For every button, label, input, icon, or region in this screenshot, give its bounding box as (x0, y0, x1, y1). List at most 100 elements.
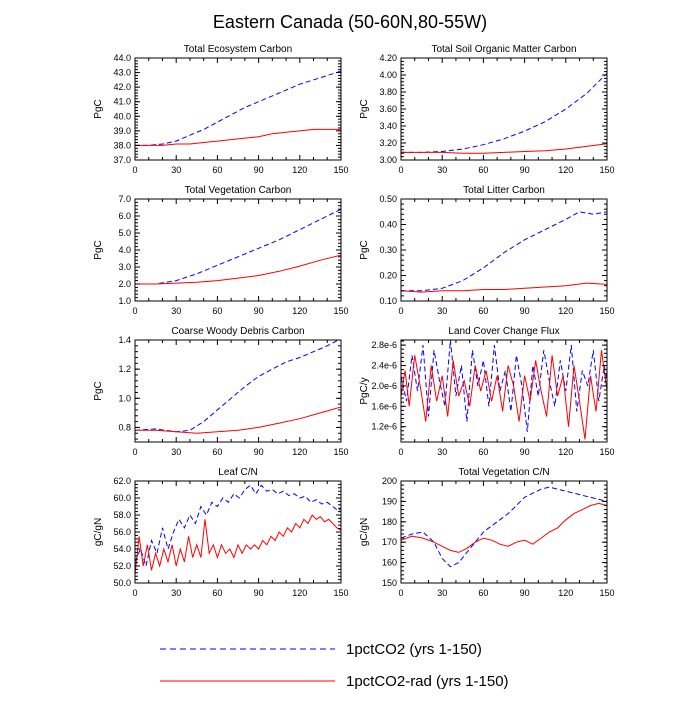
y-axis-label: PgC (93, 99, 104, 118)
series-line-1pctco2-yrs-1-150 (135, 484, 341, 568)
y-tick-label: 0.40 (379, 220, 397, 230)
series-line-1pctco2-yrs-1-150 (401, 486, 607, 568)
y-tick-label: 41.0 (113, 97, 131, 107)
x-tick-label: 30 (437, 306, 447, 316)
y-tick-label: 200 (382, 476, 397, 486)
series-line-1pctco2-yrs-1-150 (135, 70, 341, 146)
x-tick-label: 0 (132, 306, 137, 316)
y-tick-label: 1.2e-6 (371, 422, 397, 432)
panel-title: Total Vegetation C/N (458, 467, 549, 478)
x-tick-label: 150 (599, 447, 614, 457)
x-tick-label: 60 (212, 306, 222, 316)
x-tick-label: 0 (398, 165, 403, 175)
panel-total-litter-carbon: Total Litter Carbon PgC 0 30 60 90 120 150 0.10 0… (359, 185, 615, 316)
y-tick-label: 2.0 (118, 279, 131, 289)
x-tick-label: 90 (520, 306, 530, 316)
x-tick-label: 0 (132, 165, 137, 175)
series-line-1pctco2-yrs-1-150 (401, 211, 607, 292)
plot-frame (400, 480, 608, 584)
series-group (135, 208, 341, 285)
x-tick-label: 60 (478, 306, 488, 316)
y-tick-label: 3.40 (379, 121, 397, 131)
legend-label-1pctco2-rad: 1pctCO2-rad (yrs 1-150) (346, 673, 509, 690)
x-tick-label: 90 (254, 165, 264, 175)
x-tick-label: 90 (520, 165, 530, 175)
y-tick-label: 42.0 (113, 82, 131, 92)
x-tick-label: 30 (171, 447, 181, 457)
x-tick-label: 0 (132, 588, 137, 598)
panel-total-vegetation-carbon: Total Vegetation Carbon PgC 0 30 60 90 120 150 1… (93, 185, 349, 316)
series-group (401, 486, 607, 568)
y-tick-label: 43.0 (113, 68, 131, 78)
plot-frame (134, 57, 342, 161)
series-group (401, 72, 607, 154)
plot-frame (134, 339, 342, 443)
y-tick-label: 5.0 (118, 228, 131, 238)
panel-title: Coarse Woody Debris Carbon (171, 326, 304, 337)
x-tick-label: 0 (398, 306, 403, 316)
y-tick-label: 0.20 (379, 271, 397, 281)
panel-title: Land Cover Change Flux (448, 326, 559, 337)
x-tick-label: 60 (478, 165, 488, 175)
x-tick-label: 120 (558, 306, 573, 316)
series-group (401, 340, 607, 440)
panel-land-cover-change-flux: Land Cover Change Flux PgC/y 0 30 60 90 120 150… (359, 326, 615, 457)
series-line-1pctco2-rad-yrs-1-150 (401, 350, 607, 440)
panel-total-ecosystem-carbon: Total Ecosystem Carbon PgC 0 30 60 90 120 150 37… (93, 44, 349, 175)
y-tick-label: 3.80 (379, 87, 397, 97)
series-line-1pctco2-rad-yrs-1-150 (135, 406, 341, 434)
y-axis-label: PgC (359, 99, 370, 118)
x-tick-label: 30 (171, 165, 181, 175)
y-axis-label: gC/gN (93, 518, 104, 546)
y-tick-label: 1.4 (118, 335, 131, 345)
x-tick-label: 30 (437, 588, 447, 598)
panel-title: Total Vegetation Carbon (185, 185, 292, 196)
panel-title: Leaf C/N (218, 467, 257, 478)
y-tick-label: 2.0e-6 (371, 381, 397, 391)
series-line-1pctco2-rad-yrs-1-150 (135, 128, 341, 146)
y-tick-label: 60.0 (113, 493, 131, 503)
y-tick-label: 3.60 (379, 104, 397, 114)
y-tick-label: 1.6e-6 (371, 401, 397, 411)
y-tick-label: 38.0 (113, 140, 131, 150)
y-tick-label: 56.0 (113, 527, 131, 537)
series-line-1pctco2-yrs-1-150 (401, 340, 607, 432)
y-tick-label: 170 (382, 537, 397, 547)
y-tick-label: 50.0 (113, 578, 131, 588)
panel-leaf-c-n: Leaf C/N gC/gN 0 30 60 90 120 150 50.0 52.0 54.0 56… (93, 467, 349, 598)
x-tick-label: 30 (437, 447, 447, 457)
x-tick-label: 60 (212, 165, 222, 175)
y-tick-label: 190 (382, 496, 397, 506)
plot-frame (400, 339, 608, 443)
y-tick-label: 40.0 (113, 111, 131, 121)
plot-frame (400, 198, 608, 302)
x-tick-label: 120 (558, 588, 573, 598)
y-tick-label: 160 (382, 558, 397, 568)
y-tick-label: 4.00 (379, 70, 397, 80)
x-tick-label: 30 (171, 588, 181, 598)
y-tick-label: 39.0 (113, 126, 131, 136)
x-tick-label: 90 (520, 447, 530, 457)
y-tick-label: 0.10 (379, 296, 397, 306)
x-tick-label: 60 (212, 588, 222, 598)
x-tick-label: 150 (599, 165, 614, 175)
y-tick-label: 0.8 (118, 422, 131, 432)
y-tick-label: 4.20 (379, 53, 397, 63)
x-tick-label: 150 (333, 165, 348, 175)
legend-label-1pctco2: 1pctCO2 (yrs 1-150) (346, 641, 482, 658)
x-tick-label: 150 (333, 588, 348, 598)
series-group (401, 211, 607, 293)
y-axis-label: PgC (359, 240, 370, 259)
x-tick-label: 0 (398, 588, 403, 598)
y-axis-label: PgC (93, 240, 104, 259)
series-line-1pctco2-yrs-1-150 (401, 72, 607, 153)
x-tick-label: 60 (212, 447, 222, 457)
series-line-1pctco2-rad-yrs-1-150 (401, 502, 607, 553)
x-tick-label: 30 (171, 306, 181, 316)
figure-title: Eastern Canada (50-60N,80-55W) (213, 12, 487, 32)
y-tick-label: 3.00 (379, 155, 397, 165)
x-tick-label: 90 (254, 447, 264, 457)
y-tick-label: 1.0 (118, 393, 131, 403)
panel-total-vegetation-c-n: Total Vegetation C/N gC/gN 0 30 60 90 120 150 15… (359, 467, 615, 598)
